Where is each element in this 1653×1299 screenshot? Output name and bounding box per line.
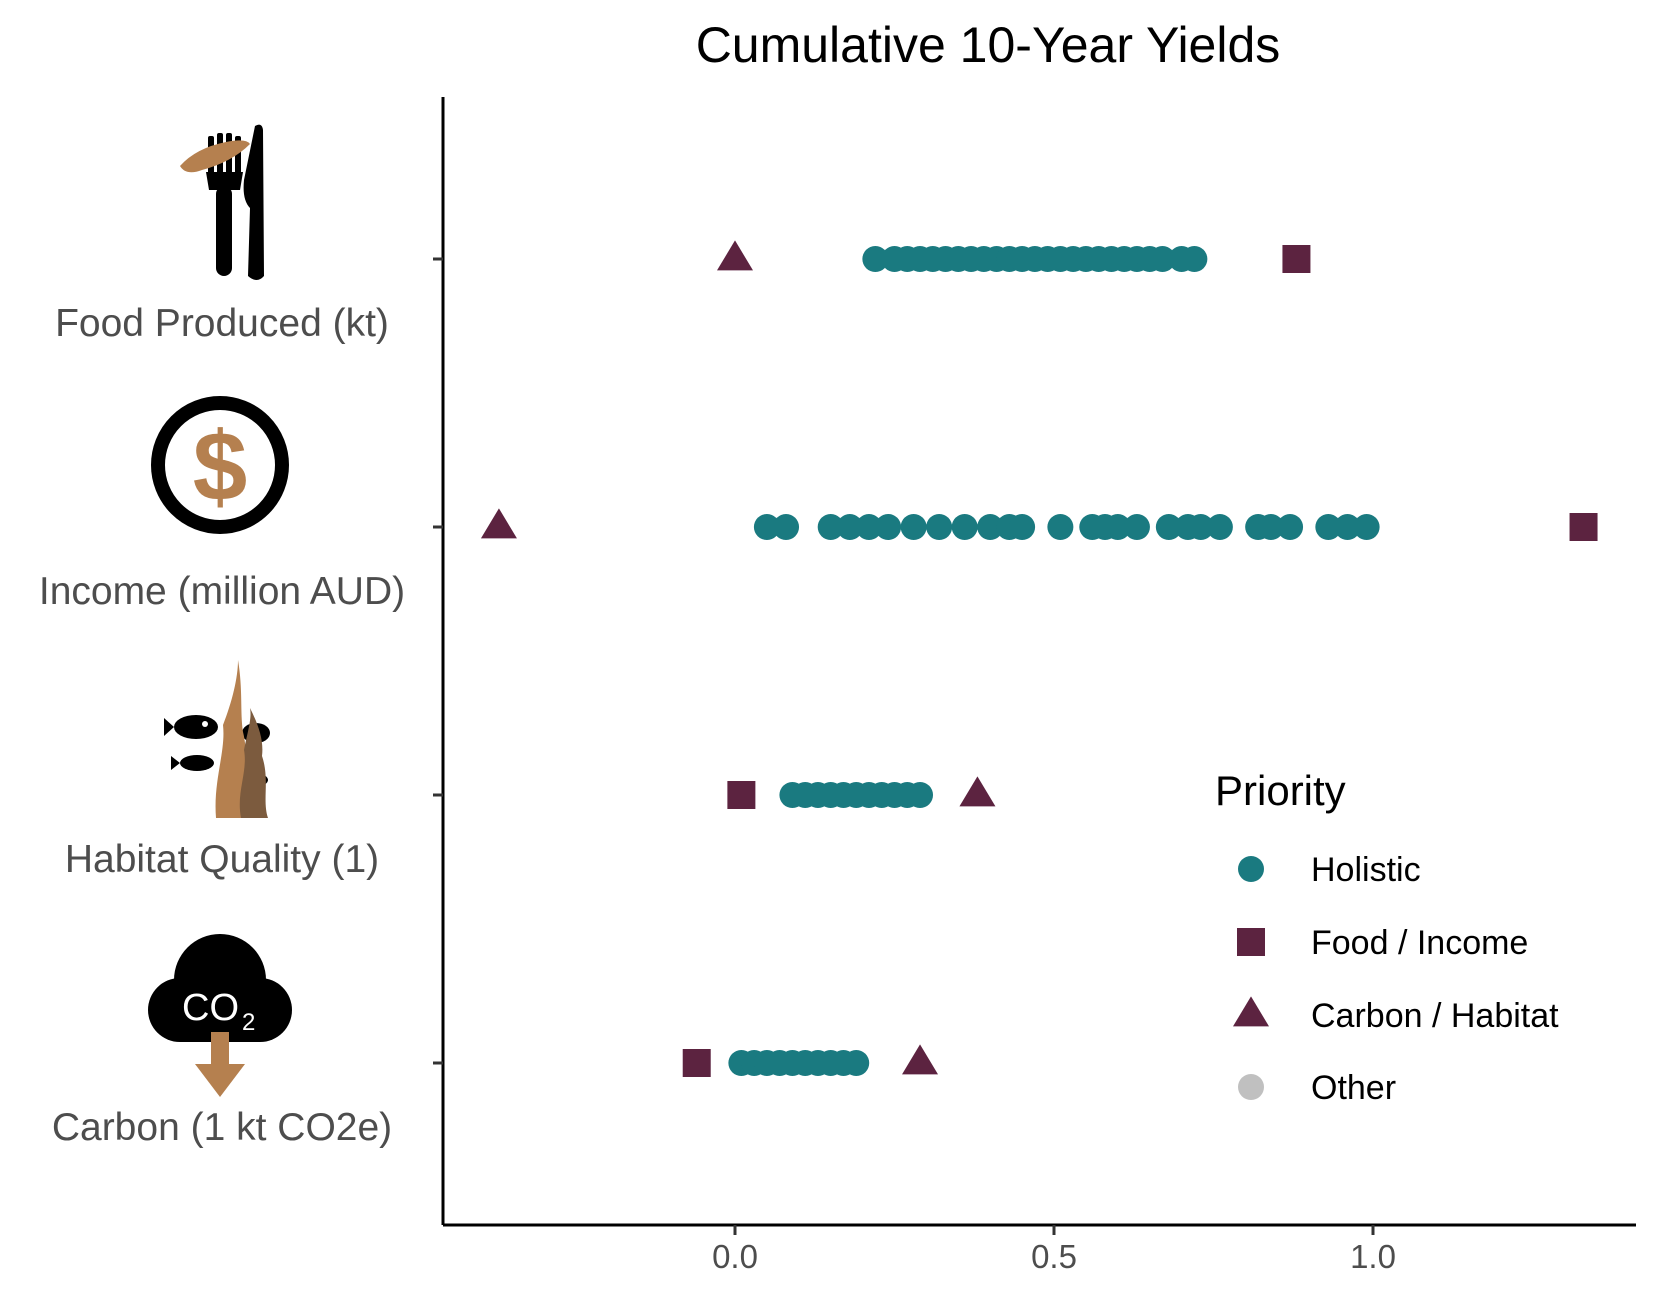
holistic-point (1155, 514, 1182, 540)
legend-label-food-income: Food / Income (1311, 924, 1528, 962)
legend-key-other (1238, 1074, 1264, 1100)
legend-item-food-income: Food / Income (1237, 924, 1528, 962)
category-labels: Food Produced (kt) Income (million AUD) Ha… (39, 302, 405, 1149)
series-carbon-habitat (480, 240, 996, 1075)
holistic-point (1187, 514, 1214, 540)
holistic-point (1315, 514, 1342, 540)
holistic-point (1047, 514, 1074, 540)
category-label-carbon-1-kt-co2e: Carbon (1 kt CO2e) (52, 1106, 392, 1149)
seaweed-fish-icon (164, 660, 270, 818)
holistic-point (1334, 514, 1361, 540)
holistic-point (862, 246, 889, 272)
holistic-point (1009, 514, 1036, 540)
holistic-point (1206, 514, 1233, 540)
holistic-point (817, 514, 844, 540)
holistic-point (773, 514, 800, 540)
x-tick-label: 0.5 (1031, 1238, 1077, 1275)
dollar-coin-icon: $ (151, 396, 289, 534)
food-fork-knife-icon (180, 124, 264, 281)
legend-title: Priority (1215, 767, 1346, 814)
legend-item-holistic: Holistic (1238, 851, 1421, 889)
legend-item-carbon-habitat: Carbon / Habitat (1233, 996, 1559, 1035)
x-tick-label: 1.0 (1350, 1238, 1396, 1275)
carbon-habitat-point (959, 776, 996, 807)
legend-label-carbon-habitat: Carbon / Habitat (1311, 997, 1559, 1035)
co2-cloud-icon: CO 2 (148, 934, 292, 1097)
legend-item-other: Other (1238, 1069, 1396, 1107)
category-label-food-produced-kt: Food Produced (kt) (55, 302, 389, 345)
holistic-point (900, 514, 927, 540)
holistic-point (977, 514, 1004, 540)
legend-key-carbon-habitat (1233, 996, 1269, 1027)
data-points (480, 240, 1598, 1077)
holistic-point (843, 1050, 870, 1076)
carbon-habitat-point (902, 1044, 939, 1075)
food-income-point (727, 781, 756, 809)
holistic-point (926, 514, 953, 540)
category-label-income-million-aud: Income (million AUD) (39, 570, 405, 613)
holistic-point (836, 514, 863, 540)
holistic-point (875, 514, 902, 540)
food-income-point (682, 1049, 711, 1077)
x-ticks: 0.0 0.5 1.0 (712, 1225, 1396, 1275)
axes (441, 97, 1636, 1227)
chart-title: Cumulative 10-Year Yields (696, 17, 1281, 73)
legend-label-holistic: Holistic (1311, 851, 1421, 889)
holistic-point (753, 514, 780, 540)
carbon-habitat-point (480, 508, 517, 539)
legend: Priority Holistic Food / Income Carbon / H… (1215, 767, 1559, 1107)
holistic-point (1149, 246, 1176, 272)
holistic-point (907, 782, 934, 808)
legend-key-holistic (1238, 856, 1264, 882)
series-holistic (728, 246, 1380, 1076)
legend-items: Holistic Food / Income Carbon / Habitat Oth… (1233, 851, 1559, 1107)
holistic-point (855, 514, 882, 540)
category-label-habitat-quality-1: Habitat Quality (1) (65, 838, 379, 881)
series-food-income (682, 245, 1598, 1077)
food-income-point (1282, 245, 1311, 273)
co2-text: CO (182, 987, 239, 1029)
food-income-point (1569, 513, 1598, 541)
holistic-point (951, 514, 978, 540)
legend-key-food-income (1237, 928, 1265, 956)
carbon-habitat-point (717, 240, 753, 271)
holistic-point (1123, 514, 1150, 540)
holistic-point (1353, 514, 1380, 540)
holistic-point (1277, 514, 1304, 540)
holistic-point (1104, 514, 1131, 540)
y-ticks (433, 257, 443, 1065)
holistic-point (1257, 514, 1284, 540)
dollar-sign: $ (193, 411, 248, 521)
category-icons: $ CO 2 (148, 124, 292, 1097)
holistic-point (1181, 246, 1208, 272)
x-tick-label: 0.0 (712, 1238, 758, 1275)
co2-subscript: 2 (242, 1009, 255, 1036)
legend-label-other: Other (1311, 1069, 1396, 1107)
